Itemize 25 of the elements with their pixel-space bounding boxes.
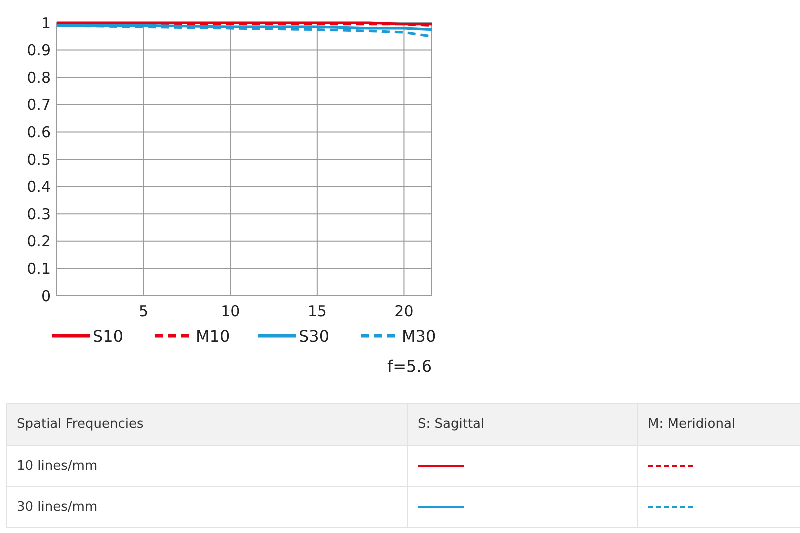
text: M: Meridional xyxy=(637,404,800,445)
text: 10 lines/mm xyxy=(16,458,99,476)
y-tick-label: 0.7 xyxy=(27,96,51,114)
x-tick-label: 15 xyxy=(308,302,327,321)
text: f=5.6 xyxy=(386,357,432,376)
x-tick-label: 10 xyxy=(221,302,240,321)
x-tick-label: 5 xyxy=(139,302,149,321)
legend-label: S10 xyxy=(93,326,124,346)
y-tick-label: 0.8 xyxy=(27,68,51,87)
legend-label: M30 xyxy=(402,326,436,346)
y-tick-label: 0.2 xyxy=(27,232,51,251)
text: 30 lines/mm xyxy=(16,498,99,516)
legend-label: M10 xyxy=(196,326,230,346)
y-tick-label: 1 xyxy=(41,14,51,32)
y-tick-label: 0.6 xyxy=(27,124,51,142)
legend-label: S30 xyxy=(299,326,330,346)
x-tick-label: 20 xyxy=(394,302,414,321)
y-tick-label: 0 xyxy=(41,287,51,306)
y-tick-label: 0.5 xyxy=(27,150,51,169)
y-tick-label: 0.4 xyxy=(27,178,51,196)
text: Spatial Frequencies xyxy=(16,416,145,434)
y-tick-label: 0.3 xyxy=(27,205,51,224)
y-tick-label: 0.1 xyxy=(27,260,51,278)
text: S: Sagittal xyxy=(407,404,637,445)
y-tick-label: 0.9 xyxy=(27,42,51,60)
